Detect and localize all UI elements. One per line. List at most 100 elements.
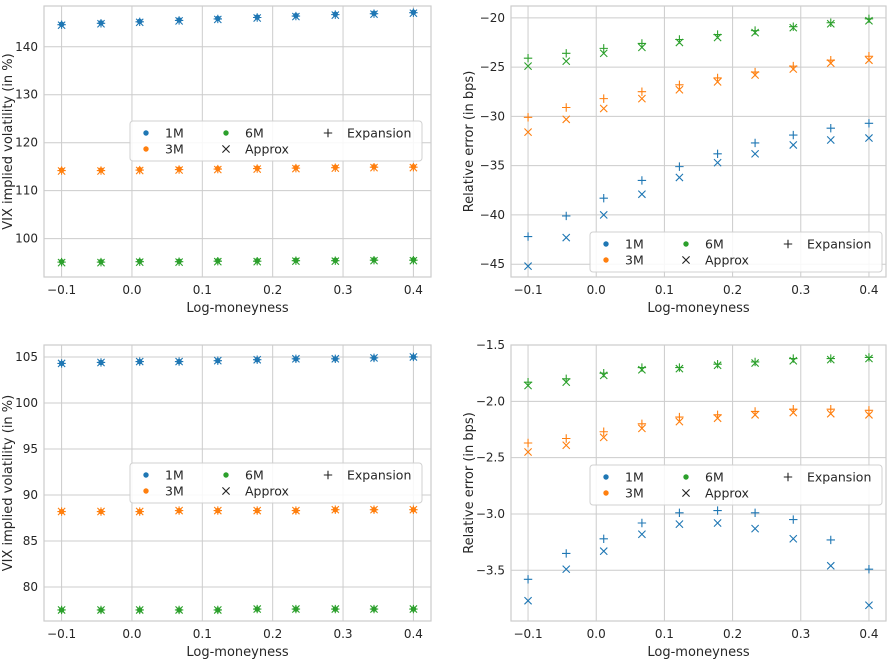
- y-tick-label: 90: [23, 488, 38, 502]
- series-expansion-1m: [57, 352, 418, 368]
- data-point: [174, 257, 184, 266]
- legend-marker: [143, 146, 149, 152]
- data-point: [135, 507, 144, 516]
- data-point: [750, 357, 760, 367]
- data-point: [637, 94, 646, 103]
- data-point: [826, 18, 835, 27]
- series-expansion-3m: [523, 405, 874, 448]
- data-point: [291, 506, 301, 515]
- x-tick-label: −0.1: [513, 283, 542, 297]
- data-point: [213, 356, 222, 365]
- legend-marker: [143, 472, 149, 478]
- data-point: [637, 419, 647, 429]
- legend-box: [589, 231, 883, 273]
- data-point: [562, 374, 571, 383]
- data-point: [562, 211, 571, 221]
- data-point: [524, 128, 533, 137]
- legend-marker: [223, 130, 229, 136]
- data-point: [562, 233, 571, 242]
- series-expansion-6m: [57, 604, 418, 615]
- data-point: [524, 448, 533, 457]
- data-point: [826, 123, 835, 133]
- legend-label-approx: Approx: [705, 486, 749, 501]
- y-tick-label: −35: [480, 159, 505, 173]
- data-point: [369, 505, 379, 514]
- legend-box: [589, 464, 883, 506]
- data-point: [524, 62, 533, 71]
- data-point: [562, 57, 571, 66]
- y-tick-label: 95: [23, 442, 38, 456]
- data-point: [331, 354, 340, 363]
- chart-panel-1: −0.1 0.0 0.1 0.2 0.3 0.4 100 110 120 130 140 Log-mo…: [1, 5, 432, 316]
- data-point: [599, 433, 608, 442]
- x-tick-label: 0.0: [122, 627, 141, 641]
- series-expansion-1m: [57, 8, 418, 29]
- data-point: [174, 506, 184, 515]
- legend-marker: [222, 145, 230, 153]
- legend-marker: [683, 241, 689, 247]
- data-point: [57, 257, 66, 267]
- x-tick-label: 0.1: [193, 627, 212, 641]
- legend-marker: [323, 128, 333, 138]
- data-point: [675, 508, 684, 518]
- data-point: [826, 409, 835, 418]
- data-point: [523, 377, 533, 387]
- data-point: [253, 13, 262, 22]
- data-point: [57, 166, 66, 175]
- data-point: [864, 564, 874, 574]
- data-point: [789, 534, 798, 543]
- data-point: [675, 162, 684, 171]
- chart-panel-3: −0.1 0.0 0.1 0.2 0.3 0.4 80 85 90 95 100 105 Log-mon…: [1, 344, 432, 660]
- data-point: [864, 406, 874, 415]
- data-point: [57, 20, 66, 29]
- x-tick-label: 0.2: [263, 627, 282, 641]
- series-expansion-1m: [523, 119, 874, 241]
- axes-frame: [43, 5, 432, 278]
- x-tick-label: 0.3: [791, 627, 810, 641]
- data-point: [864, 52, 874, 61]
- data-point: [409, 256, 418, 265]
- x-tick-label: 0.4: [859, 283, 878, 297]
- y-tick-label: −40: [480, 208, 505, 222]
- data-point: [174, 16, 184, 25]
- y-tick-label: 105: [15, 350, 38, 364]
- y-tick-label: 140: [15, 40, 38, 54]
- series-expansion-6m: [523, 14, 874, 63]
- y-tick-label: −2.5: [476, 451, 505, 465]
- data-point: [675, 417, 684, 426]
- data-point: [331, 163, 340, 172]
- y-tick-label: 120: [15, 136, 38, 150]
- data-point: [331, 604, 340, 614]
- legend-label-3m: 3M: [165, 142, 184, 157]
- y-tick-label: −3.0: [476, 507, 505, 521]
- data-point: [96, 257, 106, 267]
- data-point: [562, 103, 571, 112]
- chart-panel-4: −0.1 0.0 0.1 0.2 0.3 0.4 −3.5 −3.0 −2.5 −2.0 −1.5 L…: [462, 338, 887, 660]
- legend-label-1m: 1M: [625, 470, 644, 485]
- data-point: [637, 518, 647, 528]
- y-tick-label: −30: [480, 109, 505, 123]
- y-tick-label: −45: [480, 257, 505, 271]
- data-point: [675, 35, 684, 44]
- data-point: [599, 534, 608, 543]
- data-point: [174, 605, 184, 615]
- legend-marker: [682, 489, 690, 497]
- legend-marker: [323, 470, 333, 480]
- data-point: [253, 506, 262, 515]
- data-point: [713, 73, 722, 83]
- data-point: [253, 256, 262, 266]
- legend-label-approx: Approx: [245, 484, 289, 499]
- data-point: [713, 30, 722, 39]
- x-tick-label: 0.3: [791, 283, 810, 297]
- legend-label-expansion: Expansion: [807, 237, 871, 252]
- series-expansion-3m: [57, 505, 418, 516]
- data-point: [523, 232, 533, 241]
- data-point: [135, 257, 144, 266]
- data-point: [409, 162, 418, 172]
- data-point: [789, 140, 798, 149]
- x-tick-label: 0.0: [122, 283, 141, 297]
- data-point: [713, 506, 722, 515]
- data-point: [562, 441, 571, 450]
